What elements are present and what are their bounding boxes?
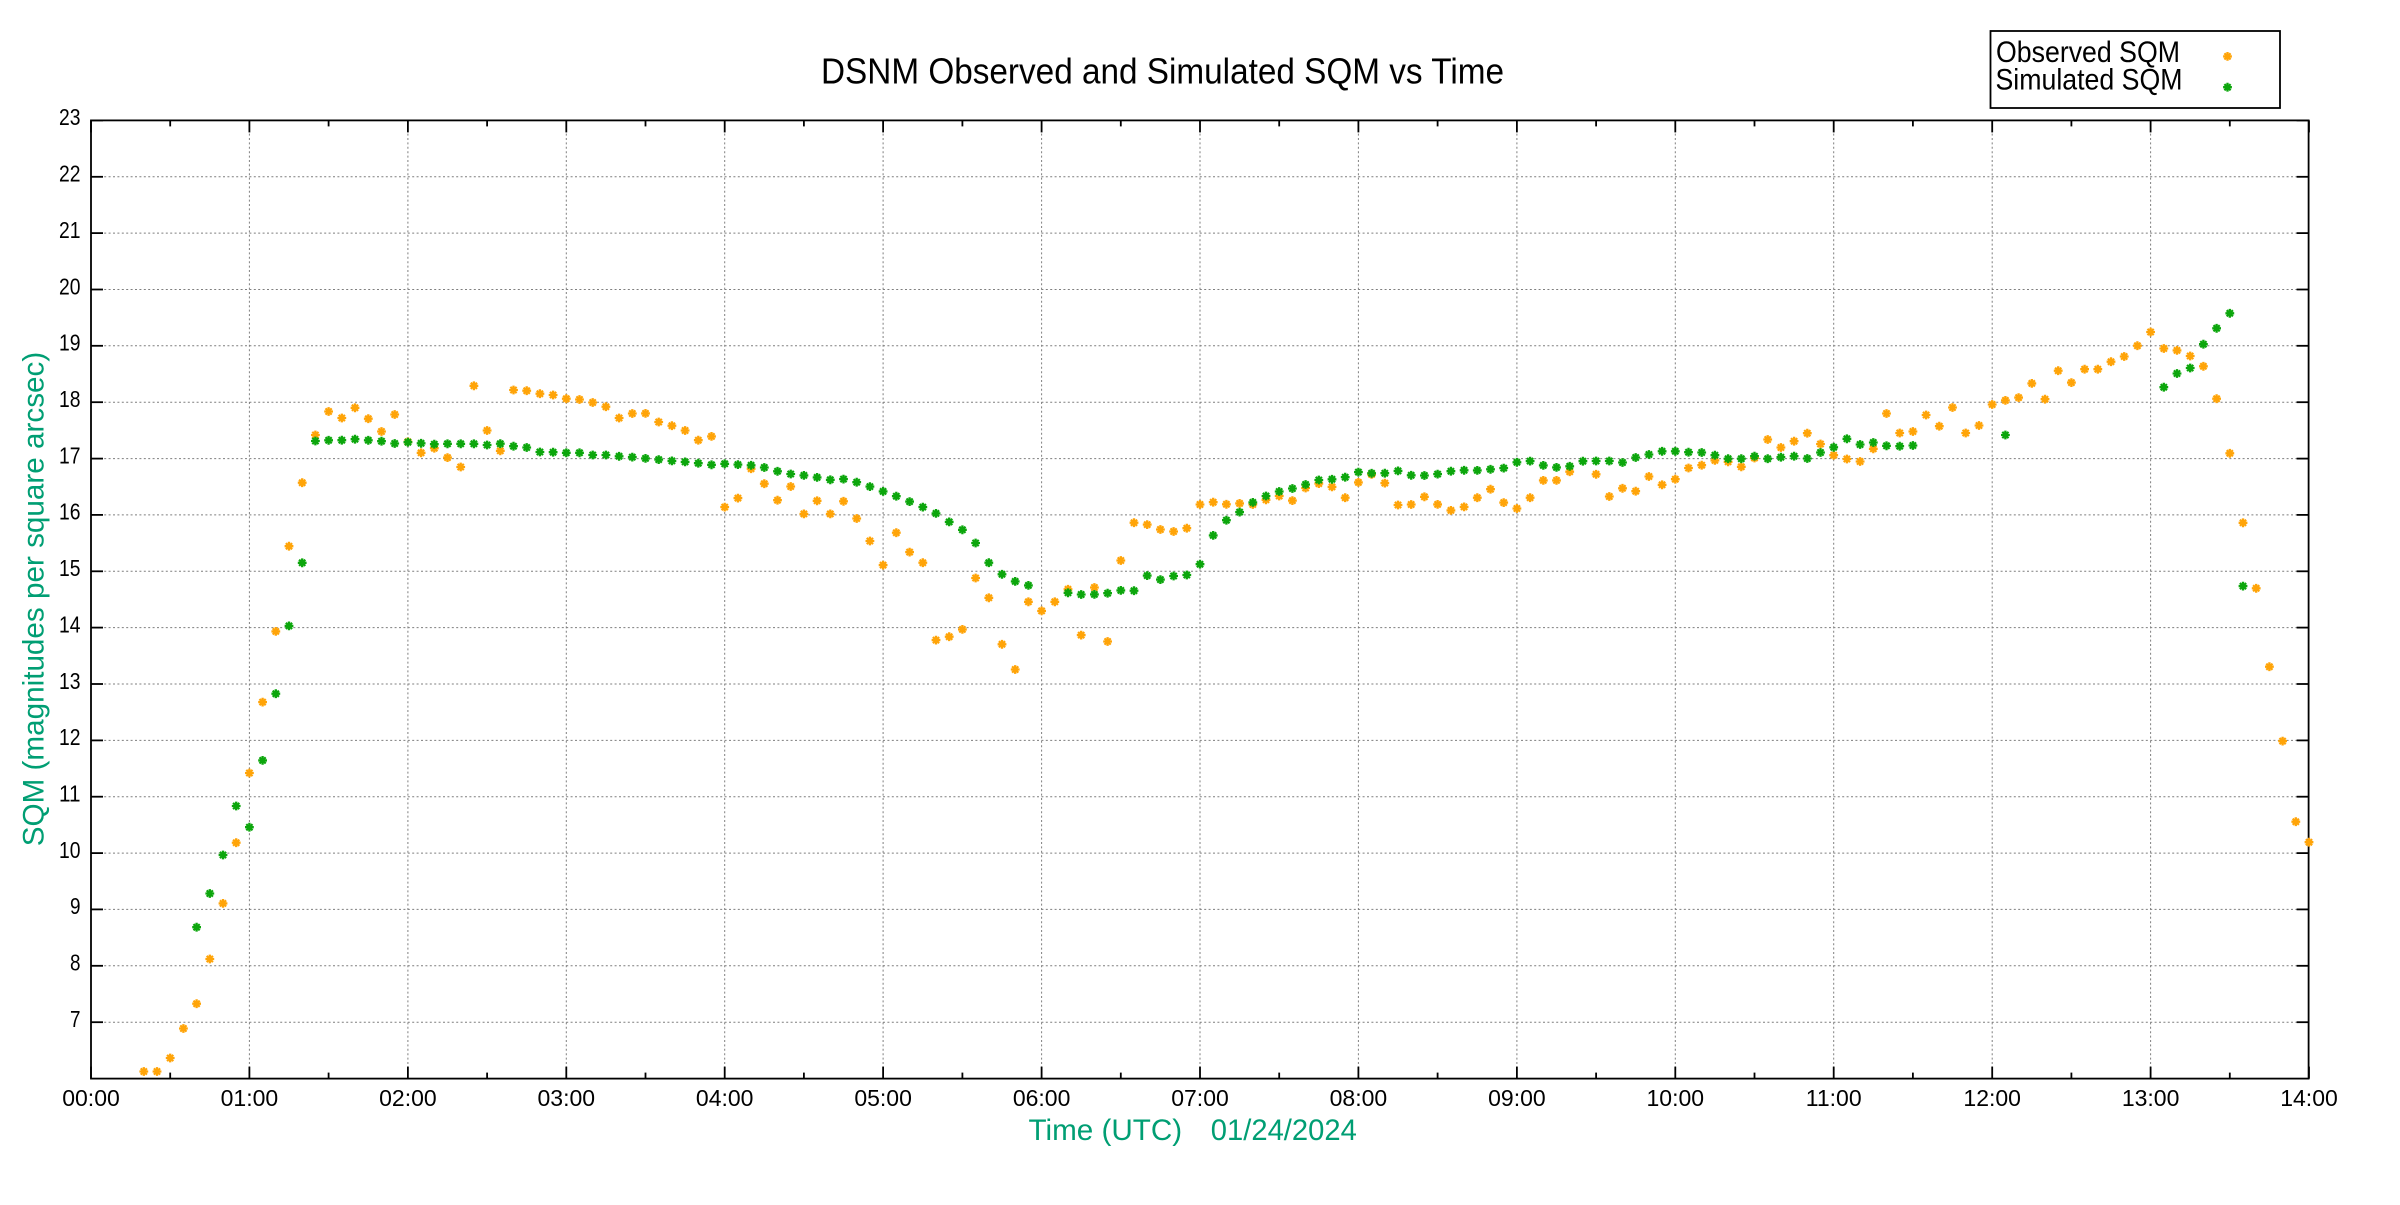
svg-text:11:00: 11:00 — [1806, 1085, 1862, 1111]
svg-text:21: 21 — [59, 217, 81, 243]
svg-text:17: 17 — [59, 442, 81, 468]
svg-text:06:00: 06:00 — [1013, 1085, 1071, 1111]
svg-text:08:00: 08:00 — [1330, 1085, 1388, 1111]
svg-text:18: 18 — [59, 386, 81, 412]
svg-text:10:00: 10:00 — [1647, 1085, 1705, 1111]
svg-text:23: 23 — [59, 104, 81, 130]
svg-text:03:00: 03:00 — [538, 1085, 596, 1111]
svg-text:16: 16 — [59, 499, 81, 525]
svg-text:14:00: 14:00 — [2280, 1085, 2338, 1111]
svg-text:12: 12 — [59, 724, 81, 750]
svg-text:00:00: 00:00 — [62, 1085, 120, 1111]
svg-text:10: 10 — [59, 837, 81, 863]
svg-text:05:00: 05:00 — [854, 1085, 912, 1111]
svg-text:02:00: 02:00 — [379, 1085, 437, 1111]
svg-text:SQM (magnitudes per square arc: SQM (magnitudes per square arcsec) — [18, 352, 51, 847]
svg-text:20: 20 — [59, 273, 81, 299]
svg-text:Simulated SQM: Simulated SQM — [1996, 64, 2183, 97]
svg-text:14: 14 — [59, 611, 81, 637]
svg-text:13: 13 — [59, 668, 81, 694]
svg-text:01/24/2024: 01/24/2024 — [1211, 1114, 1357, 1147]
svg-text:DSNM Observed and Simulated SQ: DSNM Observed and Simulated SQM vs Time — [821, 51, 1504, 92]
svg-text:11: 11 — [59, 781, 81, 807]
svg-text:09:00: 09:00 — [1488, 1085, 1546, 1111]
svg-text:15: 15 — [59, 555, 81, 581]
svg-text:Observed SQM: Observed SQM — [1996, 36, 2180, 69]
svg-text:13:00: 13:00 — [2122, 1085, 2180, 1111]
svg-text:Time (UTC): Time (UTC) — [1029, 1114, 1183, 1147]
svg-text:04:00: 04:00 — [696, 1085, 754, 1111]
svg-text:8: 8 — [70, 950, 81, 976]
svg-text:07:00: 07:00 — [1171, 1085, 1229, 1111]
svg-text:12:00: 12:00 — [1963, 1085, 2021, 1111]
svg-text:19: 19 — [59, 330, 81, 356]
svg-text:9: 9 — [70, 893, 81, 919]
svg-text:7: 7 — [70, 1006, 81, 1032]
svg-text:22: 22 — [59, 161, 81, 187]
svg-text:01:00: 01:00 — [221, 1085, 279, 1111]
